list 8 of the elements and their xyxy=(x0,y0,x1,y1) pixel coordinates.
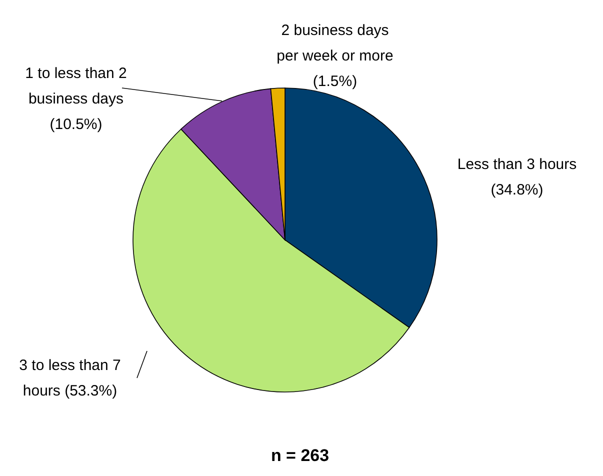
data-label: (1.5%) xyxy=(312,73,358,90)
text: n = 263 xyxy=(270,446,330,465)
legend-label: 3 to less than 7 hours (53.3%) xyxy=(19,357,121,400)
data-label: (34.8%) xyxy=(490,182,544,198)
slice-label: Less than 3 hours xyxy=(457,156,577,173)
data-label: (10.5%) xyxy=(50,116,102,133)
slice-label: 2 business days per week or more xyxy=(276,22,394,64)
slice-label: 1 to less than 2 business days xyxy=(25,65,127,108)
